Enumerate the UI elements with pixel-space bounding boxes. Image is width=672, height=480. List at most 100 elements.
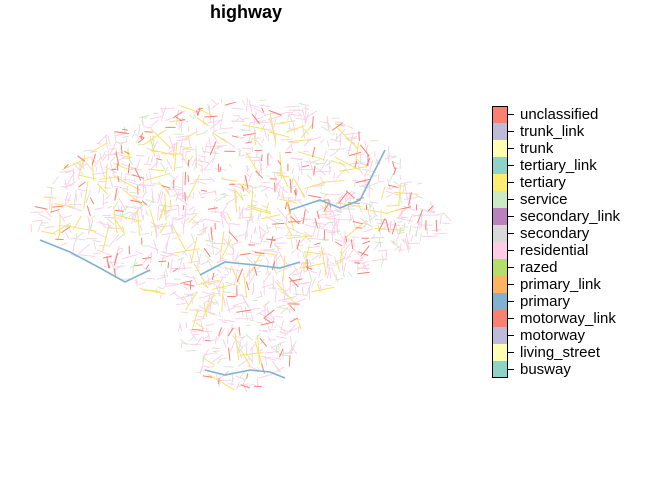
residential-road — [57, 210, 65, 222]
service-road — [129, 191, 137, 194]
legend-item: living_street — [492, 344, 662, 361]
residential-road — [401, 209, 403, 221]
unclassified-road — [345, 236, 348, 243]
service-road — [326, 121, 332, 128]
residential-road — [319, 158, 329, 172]
residential-road — [246, 256, 256, 266]
tertiary-road — [194, 263, 209, 289]
service-road — [229, 267, 232, 274]
residential-road — [198, 227, 208, 236]
service-road — [306, 174, 313, 180]
residential-road — [306, 281, 312, 296]
unclassified-road — [120, 144, 123, 154]
residential-road — [262, 249, 279, 253]
legend-tick — [508, 233, 514, 234]
service-road — [242, 378, 247, 386]
residential-road — [192, 180, 207, 185]
legend: unclassified trunk_link trunk tertiary_link… — [492, 106, 662, 378]
tertiary-road — [234, 190, 238, 213]
residential-road — [239, 336, 245, 339]
residential-road — [174, 217, 184, 220]
residential-road — [230, 338, 237, 352]
service-road — [125, 138, 128, 143]
residential-road — [408, 214, 413, 225]
residential-road — [203, 349, 209, 357]
residential-road — [242, 298, 250, 308]
residential-road — [276, 182, 288, 194]
unclassified-road — [182, 205, 185, 211]
service-road — [393, 161, 401, 165]
residential-road — [112, 152, 122, 155]
residential-road — [103, 153, 118, 156]
service-road — [311, 276, 316, 287]
service-road — [408, 224, 412, 236]
residential-road — [248, 99, 253, 113]
service-road — [323, 239, 330, 241]
service-road — [316, 225, 323, 230]
residential-road — [135, 278, 138, 284]
residential-road — [230, 241, 242, 246]
residential-road — [173, 192, 186, 196]
residential-road — [86, 237, 98, 240]
residential-road — [396, 217, 413, 222]
residential-road — [63, 181, 76, 189]
unclassified-road — [345, 190, 355, 199]
unclassified-road — [180, 280, 193, 284]
residential-road — [345, 192, 356, 202]
unclassified-road — [254, 251, 265, 255]
service-road — [266, 224, 269, 232]
residential-road — [361, 260, 369, 264]
residential-road — [303, 110, 318, 120]
residential-road — [217, 260, 223, 263]
residential-road — [284, 324, 296, 337]
residential-road — [232, 253, 242, 262]
tertiary-road — [196, 117, 209, 127]
unclassified-road — [203, 248, 211, 257]
residential-road — [439, 214, 442, 225]
residential-road — [302, 124, 306, 139]
residential-road — [182, 149, 184, 163]
residential-road — [304, 268, 314, 272]
service-road — [90, 215, 95, 219]
residential-road — [282, 259, 290, 266]
residential-road — [288, 114, 293, 122]
legend-label: busway — [520, 361, 571, 378]
residential-road — [189, 329, 198, 333]
residential-road — [62, 215, 73, 219]
residential-road — [284, 105, 300, 108]
residential-road — [130, 167, 143, 171]
unclassified-road — [296, 239, 301, 250]
residential-road — [149, 171, 152, 184]
unclassified-road — [140, 132, 143, 140]
service-road — [349, 217, 351, 223]
residential-road — [306, 136, 322, 142]
service-road — [315, 162, 325, 165]
legend-item: residential — [492, 242, 662, 259]
residential-road — [363, 228, 373, 233]
residential-road — [192, 275, 198, 286]
service-road — [279, 342, 282, 347]
residential-road — [349, 137, 357, 141]
residential-road — [192, 192, 195, 199]
residential-road — [135, 134, 143, 139]
residential-road — [192, 157, 196, 167]
tertiary-road — [54, 203, 75, 208]
residential-road — [341, 243, 351, 256]
residential-road — [143, 126, 152, 129]
unclassified-road — [142, 200, 148, 206]
unclassified-road — [393, 167, 397, 176]
residential-road — [139, 224, 143, 231]
residential-road — [261, 138, 265, 144]
service-road — [195, 371, 201, 374]
unclassified-road — [290, 216, 300, 225]
service-road — [369, 214, 377, 221]
unclassified-road — [167, 262, 170, 269]
residential-road — [237, 342, 242, 354]
service-road — [50, 186, 53, 197]
residential-road — [256, 309, 266, 315]
service-road — [307, 238, 312, 243]
residential-road — [229, 320, 236, 323]
residential-road — [200, 218, 206, 223]
residential-road — [293, 213, 301, 225]
residential-road — [117, 247, 124, 250]
